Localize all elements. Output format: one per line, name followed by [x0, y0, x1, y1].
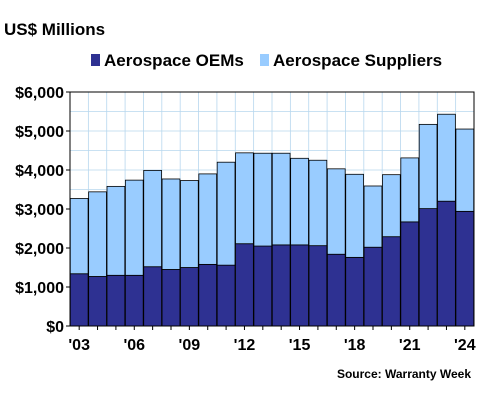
bar-suppliers-2006: [124, 179, 144, 276]
unit-label: US$ Millions: [4, 20, 105, 39]
bar-suppliers-2024: [455, 128, 475, 212]
bar-oems-2007: [143, 266, 162, 327]
y-tick-label: $6,000: [15, 85, 64, 102]
bar-suppliers-2020: [382, 174, 401, 238]
bar-oems-2005: [106, 274, 126, 327]
bar-suppliers-2009: [180, 180, 199, 268]
x-tick-label: '06: [123, 337, 145, 354]
bars: [69, 113, 475, 327]
x-tick-label: '18: [344, 337, 366, 354]
bar-oems-2008: [161, 269, 181, 327]
x-tick-label: '15: [289, 337, 311, 354]
y-tick-label: $0: [46, 319, 64, 336]
legend-swatch-oems: [91, 54, 100, 66]
bar-oems-2013: [253, 245, 273, 327]
bar-oems-2023: [437, 200, 456, 327]
bar-suppliers-2011: [216, 161, 236, 266]
bar-suppliers-2012: [235, 152, 254, 245]
y-tick-label: $3,000: [15, 202, 64, 219]
bar-oems-2021: [400, 221, 420, 327]
bar-suppliers-2022: [418, 123, 438, 210]
x-tick-label: '03: [68, 337, 90, 354]
bar-oems-2016: [308, 245, 328, 327]
y-tick-label: $5,000: [15, 124, 64, 141]
plot-area: $0 $1,000 $2,000 $3,000 $4,000 $5,000 $6,000 '…: [15, 85, 476, 354]
bar-oems-2018: [345, 256, 364, 327]
y-axis: $0 $1,000 $2,000 $3,000 $4,000 $5,000 $6,000: [15, 85, 70, 336]
bar-suppliers-2008: [161, 178, 181, 270]
bar-suppliers-2016: [308, 159, 328, 247]
bar-suppliers-2017: [326, 168, 346, 255]
legend-label-oems: Aerospace OEMs: [104, 51, 244, 70]
bar-suppliers-2007: [143, 169, 162, 268]
bar-suppliers-2010: [198, 173, 218, 265]
bar-oems-2024: [455, 210, 475, 327]
bar-suppliers-2005: [106, 185, 126, 276]
bar-suppliers-2014: [271, 152, 291, 246]
x-tick-label: '12: [234, 337, 256, 354]
bar-suppliers-2013: [253, 152, 273, 247]
bar-suppliers-2023: [437, 113, 456, 202]
legend: Aerospace OEMs Aerospace Suppliers: [91, 51, 442, 70]
bar-suppliers-2019: [363, 185, 383, 248]
bar-oems-2011: [216, 264, 236, 327]
bar-suppliers-2004: [88, 191, 107, 277]
y-tick-label: $2,000: [15, 241, 64, 258]
bar-suppliers-2003: [69, 198, 89, 275]
bar-oems-2017: [326, 253, 346, 327]
bar-oems-2020: [382, 236, 401, 327]
bar-oems-2004: [88, 276, 107, 327]
bar-oems-2022: [418, 208, 438, 327]
x-tick-label: '09: [179, 337, 201, 354]
legend-label-suppliers: Aerospace Suppliers: [273, 51, 442, 70]
bar-suppliers-2018: [345, 173, 364, 258]
bar-oems-2010: [198, 263, 218, 327]
x-axis: '03 '06 '09 '12 '15 '18 '21 '24: [68, 326, 476, 354]
y-tick-label: $4,000: [15, 163, 64, 180]
bar-suppliers-2021: [400, 157, 420, 223]
x-tick-label: '21: [399, 337, 421, 354]
bar-oems-2006: [124, 274, 144, 327]
bar-oems-2009: [180, 267, 199, 327]
x-tick-label: '24: [454, 337, 476, 354]
bar-oems-2012: [235, 243, 254, 327]
bar-oems-2014: [271, 244, 291, 327]
y-tick-label: $1,000: [15, 280, 64, 297]
bar-oems-2019: [363, 246, 383, 327]
source-note: Source: Warranty Week: [337, 367, 471, 381]
bar-suppliers-2015: [290, 157, 309, 246]
legend-swatch-suppliers: [260, 54, 269, 66]
bar-oems-2003: [69, 273, 89, 327]
bar-oems-2015: [290, 244, 309, 327]
